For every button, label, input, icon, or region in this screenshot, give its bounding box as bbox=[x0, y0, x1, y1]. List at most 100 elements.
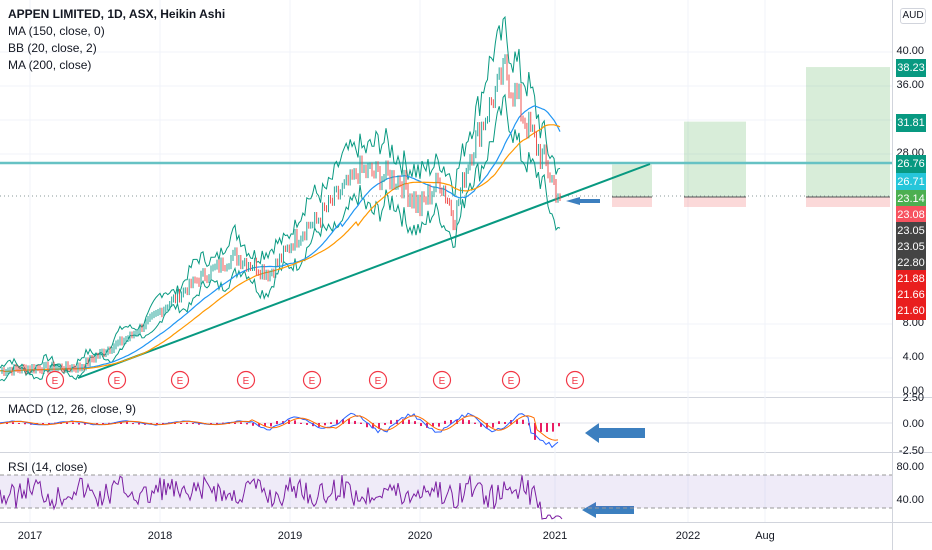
macd-histogram-bar bbox=[462, 419, 464, 424]
macd-histogram-bar bbox=[270, 423, 272, 427]
macd-histogram-bar bbox=[96, 423, 98, 425]
earnings-marker-label: E bbox=[309, 376, 316, 387]
rsi-title[interactable]: RSI (14, close) bbox=[8, 460, 88, 474]
bb-lower-line bbox=[0, 93, 561, 382]
macd-histogram-bar bbox=[336, 419, 338, 424]
time-axis-tick: 2017 bbox=[17, 530, 43, 542]
macd-histogram-bar bbox=[372, 423, 374, 429]
macd-histogram-bar bbox=[546, 423, 548, 432]
macd-histogram-bar bbox=[126, 422, 128, 424]
earnings-marker-label: E bbox=[572, 376, 579, 387]
earnings-marker: E bbox=[565, 370, 585, 390]
macd-arrow-head bbox=[585, 423, 599, 443]
macd-histogram-bar bbox=[162, 422, 164, 424]
macd-histogram-bar bbox=[426, 423, 428, 428]
time-axis-tick: Aug bbox=[755, 530, 775, 542]
chart-title: APPEN LIMITED, 1D, ASX, Heikin Ashi bbox=[8, 7, 226, 21]
indicator-ma200[interactable]: MA (200, close) bbox=[8, 58, 92, 72]
macd-histogram-bar bbox=[12, 422, 14, 424]
earnings-marker-circle bbox=[236, 370, 256, 390]
macd-histogram-bar bbox=[402, 419, 404, 424]
macd-histogram-bar bbox=[378, 423, 380, 429]
position-3-profit-zone bbox=[806, 67, 890, 197]
earnings-marker: E bbox=[368, 370, 388, 390]
price-axis-tick: 40.00 bbox=[896, 45, 924, 57]
price-badge: 22.80 bbox=[896, 254, 926, 272]
earnings-marker-label: E bbox=[243, 376, 250, 387]
macd-histogram-bar bbox=[48, 423, 50, 425]
rsi-band bbox=[0, 475, 892, 508]
macd-histogram-bar bbox=[534, 423, 536, 440]
macd-axis-tick: -2.50 bbox=[898, 445, 924, 457]
macd-histogram-bar bbox=[300, 422, 302, 424]
macd-histogram-bar bbox=[468, 420, 470, 424]
macd-histogram-bar bbox=[432, 423, 434, 427]
earnings-marker-circle bbox=[501, 370, 521, 390]
bb-upper-line bbox=[0, 15, 561, 377]
chart-legend: APPEN LIMITED, 1D, ASX, Heikin Ashi MA (… bbox=[8, 6, 225, 74]
earnings-marker: E bbox=[302, 370, 322, 390]
macd-histogram-bar bbox=[138, 423, 140, 425]
earnings-marker-label: E bbox=[508, 376, 515, 387]
price-badge: 26.71 bbox=[896, 173, 926, 191]
macd-histogram-bar bbox=[102, 423, 104, 425]
macd-histogram-bar bbox=[450, 419, 452, 424]
macd-histogram-bar bbox=[444, 420, 446, 424]
earnings-marker-label: E bbox=[52, 376, 59, 387]
earnings-marker: E bbox=[45, 370, 65, 390]
position-1-loss-zone bbox=[612, 197, 652, 207]
macd-panel bbox=[0, 412, 892, 449]
macd-histogram-bar bbox=[516, 419, 518, 424]
earnings-marker-label: E bbox=[177, 376, 184, 387]
time-axis-tick: 2019 bbox=[277, 530, 303, 542]
macd-histogram-bar bbox=[480, 423, 482, 427]
time-axis-tick: 2018 bbox=[147, 530, 173, 542]
currency-button[interactable]: AUD bbox=[900, 8, 926, 24]
macd-histogram-bar bbox=[438, 423, 440, 427]
price-arrow-head bbox=[566, 197, 580, 205]
position-2-loss-zone bbox=[684, 197, 746, 207]
macd-histogram-bar bbox=[72, 422, 74, 424]
macd-histogram-bar bbox=[66, 422, 68, 424]
macd-histogram-bar bbox=[498, 421, 500, 424]
macd-histogram-bar bbox=[264, 423, 266, 427]
earnings-marker-label: E bbox=[114, 376, 121, 387]
macd-histogram-bar bbox=[474, 422, 476, 424]
macd-title[interactable]: MACD (12, 26, close, 9) bbox=[8, 402, 137, 416]
earnings-marker: E bbox=[236, 370, 256, 390]
macd-histogram-bar bbox=[390, 420, 392, 424]
price-arrow bbox=[566, 197, 600, 205]
price-axis-tick: 4.00 bbox=[902, 351, 924, 363]
earnings-marker: E bbox=[170, 370, 190, 390]
earnings-marker-circle bbox=[45, 370, 65, 390]
indicator-bb[interactable]: BB (20, close, 2) bbox=[8, 41, 97, 55]
macd-histogram-bar bbox=[108, 422, 110, 424]
macd-histogram-bar bbox=[276, 421, 278, 424]
price-badge: 21.66 bbox=[896, 286, 926, 304]
time-axis-tick: 2021 bbox=[542, 530, 568, 542]
macd-axis-tick: 2.50 bbox=[902, 392, 924, 404]
macd-histogram-bar bbox=[78, 423, 80, 425]
macd-histogram-bar bbox=[240, 422, 242, 424]
price-badge: 23.08 bbox=[896, 206, 926, 224]
price-badge: 21.60 bbox=[896, 302, 926, 320]
indicator-ma150[interactable]: MA (150, close, 0) bbox=[8, 24, 105, 38]
macd-histogram-bar bbox=[420, 423, 422, 427]
macd-histogram-bar bbox=[324, 423, 326, 426]
macd-histogram-bar bbox=[330, 422, 332, 424]
time-axis-tick: 2022 bbox=[675, 530, 701, 542]
macd-histogram-bar bbox=[246, 423, 248, 425]
macd-histogram-bar bbox=[558, 423, 560, 427]
macd-histogram-bar bbox=[216, 422, 218, 424]
earnings-marker-label: E bbox=[439, 376, 446, 387]
macd-histogram-bar bbox=[210, 423, 212, 425]
macd-histogram-bar bbox=[258, 423, 260, 427]
earnings-marker: E bbox=[107, 370, 127, 390]
price-axis-tick: 0.00 bbox=[902, 385, 924, 397]
macd-histogram-bar bbox=[540, 423, 542, 432]
earnings-marker: E bbox=[432, 370, 452, 390]
macd-axis-tick: 0.00 bbox=[902, 418, 924, 430]
rsi-arrow-head bbox=[582, 502, 596, 518]
